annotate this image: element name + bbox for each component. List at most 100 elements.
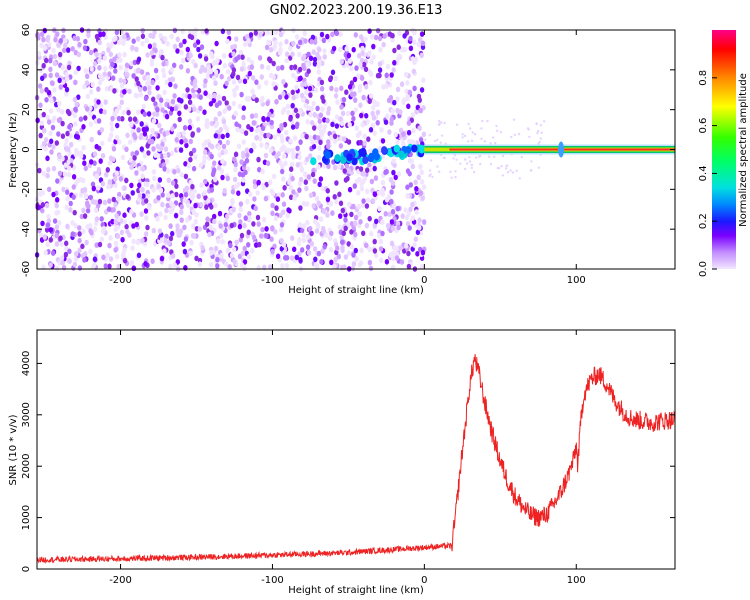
spectrogram-noise-cell (208, 224, 214, 231)
spectrogram-noise-cell (276, 65, 281, 72)
spectrogram-noise-cell (543, 120, 546, 123)
spectrogram-noise-cell (512, 118, 516, 121)
spectrogram-noise-cell (52, 60, 57, 67)
spectrogram-noise-cell (124, 66, 129, 73)
spectrogram-noise-cell (315, 51, 320, 58)
spectrogram-noise-cell (183, 265, 188, 271)
spectrogram-noise-cell (288, 45, 293, 52)
spectrogram-noise-cell (326, 143, 331, 149)
spectrogram-noise-cell (51, 144, 56, 150)
spectrogram-noise-cell (54, 202, 59, 209)
spectrogram-noise-cell (171, 203, 176, 210)
spectrogram-noise-cell (269, 236, 274, 242)
spectrogram-noise-cell (486, 119, 489, 123)
spectrogram-noise-cell (171, 253, 176, 259)
spectrogram-noise-cell (408, 45, 414, 52)
spectrogram-noise-cell (349, 229, 354, 235)
spectrogram-noise-cell (183, 173, 189, 180)
spectrogram-noise-cell (389, 189, 394, 195)
spectrogram-noise-cell (449, 170, 452, 174)
spectrogram-noise-cell (403, 207, 408, 213)
spectrogram-noise-cell (400, 47, 405, 53)
spectrogram-noise-cell (308, 111, 313, 118)
spectrogram-noise-cell (99, 216, 104, 222)
spectrogram-noise-cell (481, 119, 484, 123)
spectrogram-blob (360, 147, 367, 156)
spectrogram-noise-cell (282, 146, 288, 152)
spectrogram-noise-cell (177, 110, 182, 117)
spectrogram-noise-cell (309, 105, 314, 112)
spectrogram-noise-cell (188, 52, 193, 59)
spectrogram-noise-cell (133, 134, 138, 141)
spectrogram-noise-cell (160, 107, 165, 113)
spectrogram-noise-cell (66, 64, 72, 71)
spectrogram-noise-cell (63, 162, 68, 168)
spectrogram-noise-cell (110, 218, 115, 225)
spectrogram-noise-cell (220, 174, 225, 181)
spectrogram-noise-cell (158, 49, 163, 56)
spectrogram-noise-cell (400, 213, 405, 219)
spectrogram-noise-cell (151, 118, 157, 124)
spectrogram-noise-cell (129, 260, 135, 266)
spectrogram-noise-cell (94, 216, 100, 222)
spectrogram-noise-cell (416, 93, 422, 100)
colorbar-gradient (712, 30, 736, 269)
spectrogram-noise-cell (339, 58, 344, 65)
spectrogram-noise-cell (475, 156, 478, 159)
spectrogram-noise-cell (164, 113, 170, 120)
spectrogram-noise-cell (491, 136, 495, 139)
spectrogram-noise-cell (528, 135, 531, 139)
spectrogram-noise-cell (94, 242, 99, 248)
spectrogram-noise-cell (311, 100, 316, 107)
spectrogram-noise-cell (233, 161, 238, 168)
spectrogram-noise-cell (114, 108, 120, 114)
spectrogram-noise-cell (412, 59, 417, 66)
spectrogram-noise-cell (65, 223, 70, 230)
spectrogram-noise-cell (334, 180, 339, 186)
spectrogram-noise-cell (143, 208, 149, 214)
spectrogram-noise-cell (392, 203, 397, 209)
spectrogram-noise-cell (320, 106, 325, 112)
spectrogram-noise-cell (221, 95, 227, 102)
spectrogram-noise-cell (101, 225, 107, 232)
spectrogram-noise-cell (312, 61, 318, 67)
spectrogram-noise-cell (389, 116, 394, 123)
spectrogram-noise-cell (308, 135, 313, 141)
spectrogram-noise-cell (125, 228, 130, 235)
spectrogram-noise-cell (421, 105, 426, 111)
spectrogram-noise-cell (343, 225, 348, 232)
spectrogram-noise-cell (391, 169, 396, 176)
spectrogram-noise-cell (332, 194, 337, 200)
spectrogram-noise-cell (122, 257, 128, 264)
spectrogram-noise-cell (288, 116, 293, 122)
spectrogram-noise-cell (304, 133, 309, 140)
spectrogram-noise-cell (58, 38, 63, 44)
spectrogram-noise-cell (297, 222, 303, 228)
spectrogram-noise-cell (287, 208, 292, 214)
spectrogram-noise-cell (90, 181, 96, 188)
spectrogram-noise-cell (291, 72, 296, 79)
spectrogram-noise-cell (64, 91, 69, 97)
spectrogram-noise-cell (375, 101, 380, 107)
spectrogram-noise-cell (338, 200, 344, 207)
spectrogram-noise-cell (102, 109, 107, 115)
spectrogram-noise-cell (54, 241, 60, 247)
spectrogram-noise-cell (115, 224, 120, 231)
spectrogram-noise-cell (44, 97, 49, 103)
spectrogram-noise-cell (480, 127, 483, 130)
spectrogram-noise-cell (290, 51, 295, 57)
spectrogram-noise-cell (59, 255, 65, 261)
spectrogram-noise-cell (305, 119, 310, 125)
spectrogram-noise-cell (284, 57, 289, 64)
spectrogram-noise-cell (57, 220, 62, 226)
spectrogram-noise-cell (260, 168, 265, 175)
spectrogram-noise-cell (320, 185, 325, 192)
spectrogram-noise-cell (35, 117, 40, 124)
spectrogram-noise-cell (47, 186, 52, 193)
spectrogram-noise-cell (328, 201, 334, 207)
spectrogram-noise-cell (181, 92, 186, 99)
spectrogram-noise-cell (119, 83, 125, 89)
spectrogram-noise-cell (467, 140, 470, 143)
spectrogram-noise-cell (62, 171, 68, 178)
spectrogram-noise-cell (61, 264, 67, 271)
